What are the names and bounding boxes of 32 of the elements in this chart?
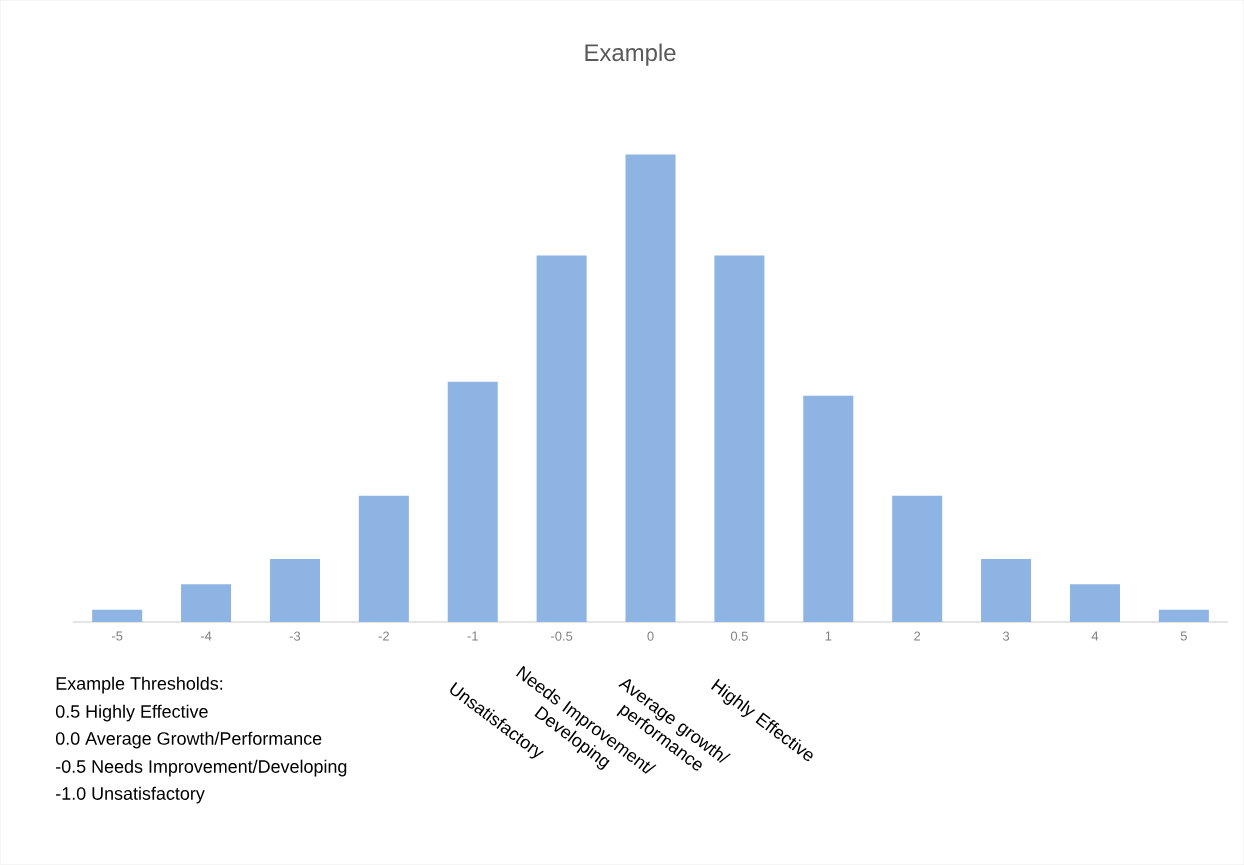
bar: [536, 255, 587, 623]
x-tick-label: 0: [647, 631, 654, 641]
bar: [1158, 609, 1209, 623]
x-tick-label: 2: [914, 631, 921, 641]
bar: [92, 609, 143, 623]
bar: [358, 495, 409, 623]
x-tick-label: 0.5: [730, 631, 748, 641]
bar: [714, 255, 765, 623]
bar: [181, 584, 232, 623]
x-tick-label: 4: [1091, 631, 1099, 641]
bar: [892, 495, 943, 623]
text: 0.5 Highly Effective: [55, 704, 208, 722]
x-tick-label: -3: [289, 631, 301, 641]
text: -0.5 Needs Improvement/Developing: [56, 759, 347, 777]
bar: [447, 381, 498, 623]
bar: [981, 558, 1032, 623]
x-tick-label: -4: [200, 631, 212, 641]
bar: [803, 395, 854, 623]
x-tick-label: -2: [378, 631, 389, 641]
x-tick-label: -0.5: [551, 631, 573, 641]
bar: [625, 154, 676, 623]
bar: [269, 558, 320, 623]
text: 0.0 Average Growth/Performance: [55, 731, 322, 749]
bar: [1069, 584, 1120, 623]
chart-title: Example: [585, 43, 676, 66]
x-tick-label: -1: [467, 631, 478, 641]
x-tick-label: 1: [825, 631, 832, 641]
x-tick-label: -5: [112, 631, 123, 641]
x-tick-label: 5: [1180, 631, 1187, 641]
text: -1.0 Unsatisfactory: [56, 786, 205, 804]
text: Example Thresholds:: [56, 676, 223, 694]
x-tick-label: 3: [1002, 631, 1010, 641]
